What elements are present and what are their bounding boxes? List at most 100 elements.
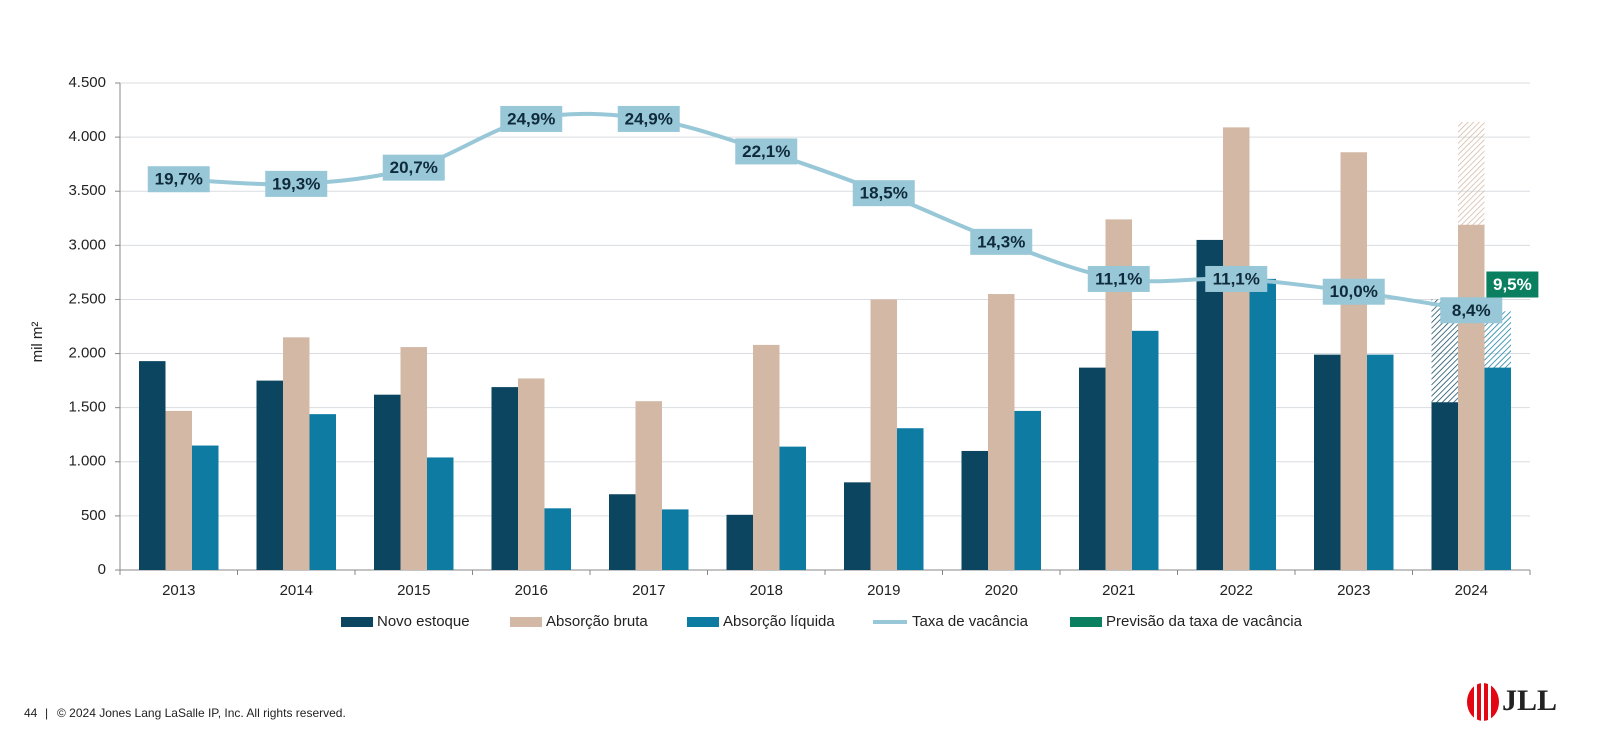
- x-tick-label: 2022: [1220, 582, 1253, 599]
- value-label: 19,7%: [155, 170, 203, 189]
- separator: |: [45, 706, 48, 720]
- bar: [1223, 127, 1250, 571]
- copyright: © 2024 Jones Lang LaSalle IP, Inc. All r…: [57, 706, 346, 720]
- value-label-box: [1440, 297, 1503, 324]
- value-label-box: [1322, 278, 1385, 305]
- value-label-box: [617, 105, 680, 132]
- bar: [491, 387, 518, 570]
- bar: [1458, 224, 1485, 570]
- value-label: 24,9%: [625, 109, 673, 128]
- bar: [1484, 367, 1511, 570]
- value-label-box: [970, 228, 1033, 255]
- bar: [256, 380, 283, 570]
- bar: [283, 337, 310, 570]
- bar: [309, 414, 336, 570]
- x-tick-label: 2017: [632, 582, 665, 599]
- y-tick-label: 500: [81, 507, 106, 524]
- bar: [1340, 152, 1367, 571]
- value-label: 24,9%: [507, 109, 555, 128]
- page-number: 44: [24, 706, 38, 720]
- bar: [544, 508, 571, 570]
- value-label: 11,1%: [1213, 269, 1260, 288]
- x-tick-label: 2013: [162, 582, 195, 599]
- value-label: 11,1%: [1095, 269, 1142, 288]
- y-tick-label: 1.500: [68, 399, 106, 416]
- value-label-box: [147, 166, 210, 193]
- y-tick-label: 0: [98, 561, 106, 578]
- y-tick-label: 4.000: [68, 128, 106, 145]
- vacancy-line: [178, 111, 1472, 313]
- bar: [988, 294, 1015, 570]
- x-tick-label: 2019: [867, 582, 900, 599]
- bar: [897, 428, 924, 570]
- legend-label: Taxa de vacância: [912, 613, 1029, 630]
- value-label-box: [735, 138, 798, 165]
- x-tick-label: 2018: [750, 582, 783, 599]
- value-label: 9,5%: [1493, 275, 1532, 294]
- bar: [779, 446, 806, 570]
- y-tick-label: 3.000: [68, 236, 106, 253]
- logo-mark: [1467, 683, 1499, 721]
- x-tick-label: 2016: [515, 582, 548, 599]
- bar: [662, 509, 689, 570]
- bar: [1249, 278, 1276, 570]
- value-label-box: [500, 105, 563, 132]
- value-label: 18,5%: [860, 184, 908, 203]
- value-label: 10,0%: [1330, 282, 1378, 301]
- x-tick-label: 2024: [1455, 582, 1488, 599]
- forecast-label-box: [1486, 271, 1539, 298]
- value-label-box: [1205, 265, 1268, 292]
- bar: [518, 378, 545, 570]
- bar: [870, 299, 897, 570]
- value-label: 22,1%: [742, 142, 790, 161]
- bar: [1431, 402, 1458, 570]
- y-tick-label: 1.000: [68, 453, 106, 470]
- y-tick-label: 3.500: [68, 182, 106, 199]
- legend-swatch: [1070, 617, 1102, 627]
- value-label-box: [852, 180, 915, 207]
- bar: [961, 450, 988, 570]
- bar: [374, 394, 401, 570]
- value-label-box: [1087, 265, 1150, 292]
- bar: [400, 347, 427, 570]
- x-tick-label: 2015: [397, 582, 430, 599]
- bar: [139, 361, 166, 570]
- y-tick-label: 2.000: [68, 345, 106, 362]
- bar: [1132, 330, 1159, 570]
- bar: [1196, 239, 1223, 570]
- y-axis-label: mil m²: [29, 322, 46, 363]
- legend-label: Absorção líquida: [723, 613, 835, 630]
- legend-label: Novo estoque: [377, 613, 470, 630]
- x-tick-label: 2020: [985, 582, 1018, 599]
- bar: [635, 401, 662, 570]
- bar: [844, 482, 871, 570]
- logo-text: JLL: [1502, 684, 1557, 717]
- legend-swatch: [687, 617, 719, 627]
- bar: [1079, 367, 1106, 570]
- bar: [427, 457, 454, 570]
- value-label: 14,3%: [977, 232, 1025, 251]
- y-tick-label: 2.500: [68, 290, 106, 307]
- value-label: 20,7%: [390, 158, 438, 177]
- value-label: 19,3%: [272, 174, 320, 193]
- bar: [165, 410, 192, 570]
- legend-swatch: [510, 617, 542, 627]
- bar: [609, 494, 636, 570]
- x-tick-label: 2014: [280, 582, 313, 599]
- bar: [726, 514, 753, 570]
- legend-label: Previsão da taxa de vacância: [1106, 613, 1303, 630]
- bar: [1314, 354, 1341, 570]
- bar: [192, 445, 219, 570]
- bar: [1367, 354, 1394, 570]
- x-tick-label: 2021: [1102, 582, 1135, 599]
- legend-swatch: [341, 617, 373, 627]
- bar: [753, 344, 780, 570]
- x-tick-label: 2023: [1337, 582, 1370, 599]
- bar: [1014, 410, 1041, 570]
- value-label: 8,4%: [1452, 301, 1491, 320]
- y-tick-label: 4.500: [68, 74, 106, 91]
- value-label-box: [382, 154, 445, 181]
- legend-label: Absorção bruta: [546, 613, 648, 630]
- value-label-box: [265, 170, 328, 197]
